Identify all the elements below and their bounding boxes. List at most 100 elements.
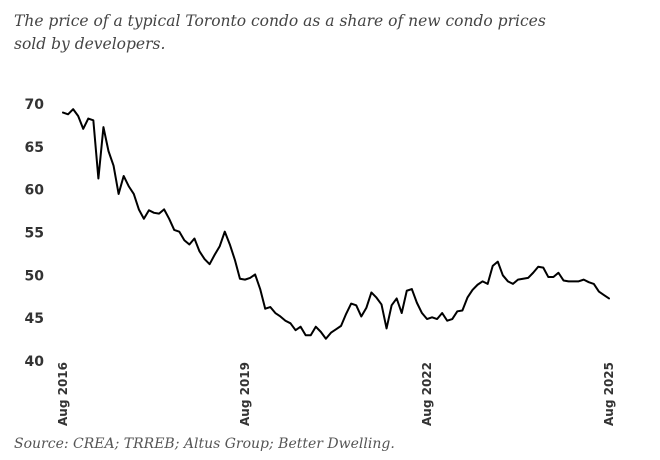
data-point xyxy=(355,304,357,306)
data-point xyxy=(123,175,125,177)
data-point xyxy=(345,313,347,315)
data-point xyxy=(603,294,605,296)
data-point xyxy=(97,178,99,180)
data-point xyxy=(421,312,423,314)
data-point xyxy=(193,238,195,240)
data-point xyxy=(204,258,206,260)
x-axis: Aug 2016 Aug 2019 Aug 2022 Aug 2025 xyxy=(56,362,616,426)
series-layer xyxy=(62,108,610,340)
data-point xyxy=(583,279,585,281)
data-point xyxy=(578,280,580,282)
data-point xyxy=(118,193,120,195)
data-point xyxy=(133,193,135,195)
data-point xyxy=(360,315,362,317)
data-point xyxy=(537,266,539,268)
data-point xyxy=(183,239,185,241)
data-point xyxy=(320,331,322,333)
data-point xyxy=(274,312,276,314)
data-point xyxy=(72,108,74,110)
data-point xyxy=(239,278,241,280)
data-point xyxy=(386,327,388,329)
data-point xyxy=(593,283,595,285)
y-tick-label: 50 xyxy=(25,268,45,284)
data-point xyxy=(315,326,317,328)
data-point xyxy=(153,212,155,214)
data-point xyxy=(224,231,226,233)
data-point xyxy=(517,279,519,281)
data-point xyxy=(522,278,524,280)
data-point xyxy=(209,263,211,265)
data-point xyxy=(416,302,418,304)
source-note: Source: CREA; TRREB; Altus Group; Better… xyxy=(14,436,395,452)
data-point xyxy=(108,150,110,152)
data-point xyxy=(92,119,94,121)
y-tick-label: 45 xyxy=(25,311,44,327)
data-point xyxy=(375,297,377,299)
data-point xyxy=(507,280,509,282)
y-tick-label: 70 xyxy=(25,97,45,113)
data-point xyxy=(310,334,312,336)
x-tick-label: Aug 2016 xyxy=(56,362,70,426)
data-point xyxy=(305,334,307,336)
data-point xyxy=(249,277,251,279)
data-point xyxy=(411,288,413,290)
data-point xyxy=(461,309,463,311)
data-point xyxy=(456,310,458,312)
data-point xyxy=(532,272,534,274)
data-point xyxy=(396,297,398,299)
data-point xyxy=(350,303,352,305)
data-point xyxy=(269,306,271,308)
data-point xyxy=(598,291,600,293)
data-point xyxy=(552,276,554,278)
x-tick-label: Aug 2022 xyxy=(420,362,434,426)
data-point xyxy=(279,315,281,317)
data-point xyxy=(426,318,428,320)
data-point xyxy=(138,208,140,210)
data-point xyxy=(229,243,231,245)
data-point xyxy=(431,316,433,318)
data-point xyxy=(370,291,372,293)
y-axis: 40 45 50 55 60 65 70 xyxy=(25,97,45,370)
data-point xyxy=(436,318,438,320)
data-point xyxy=(143,218,145,220)
y-tick-label: 60 xyxy=(25,183,45,199)
data-point xyxy=(401,312,403,314)
data-point xyxy=(128,185,130,187)
data-point xyxy=(340,325,342,327)
data-point xyxy=(557,272,559,274)
x-tick-label: Aug 2019 xyxy=(238,362,252,426)
data-point xyxy=(527,277,529,279)
data-point xyxy=(168,218,170,220)
data-point xyxy=(178,231,180,233)
data-point xyxy=(547,276,549,278)
data-point xyxy=(391,304,393,306)
data-point xyxy=(335,328,337,330)
data-point xyxy=(264,308,266,310)
y-tick-label: 55 xyxy=(25,226,44,242)
data-point xyxy=(113,165,115,167)
data-point xyxy=(608,297,610,299)
data-point xyxy=(244,279,246,281)
data-point xyxy=(512,283,514,285)
y-tick-label: 65 xyxy=(25,140,44,156)
chart-title: The price of a typical Toronto condo as … xyxy=(14,12,546,53)
data-point xyxy=(477,284,479,286)
data-point xyxy=(163,208,165,210)
data-point xyxy=(259,288,261,290)
y-tick-label: 40 xyxy=(25,354,45,370)
data-point xyxy=(158,213,160,215)
data-point xyxy=(173,229,175,231)
data-point xyxy=(441,312,443,314)
data-point xyxy=(406,290,408,292)
data-point xyxy=(472,289,474,291)
data-point xyxy=(62,112,64,114)
data-point xyxy=(219,245,221,247)
data-point xyxy=(542,267,544,269)
data-point xyxy=(300,326,302,328)
data-point xyxy=(102,126,104,128)
data-point xyxy=(451,318,453,320)
data-point xyxy=(573,280,575,282)
data-point xyxy=(563,279,565,281)
data-point xyxy=(365,307,367,309)
